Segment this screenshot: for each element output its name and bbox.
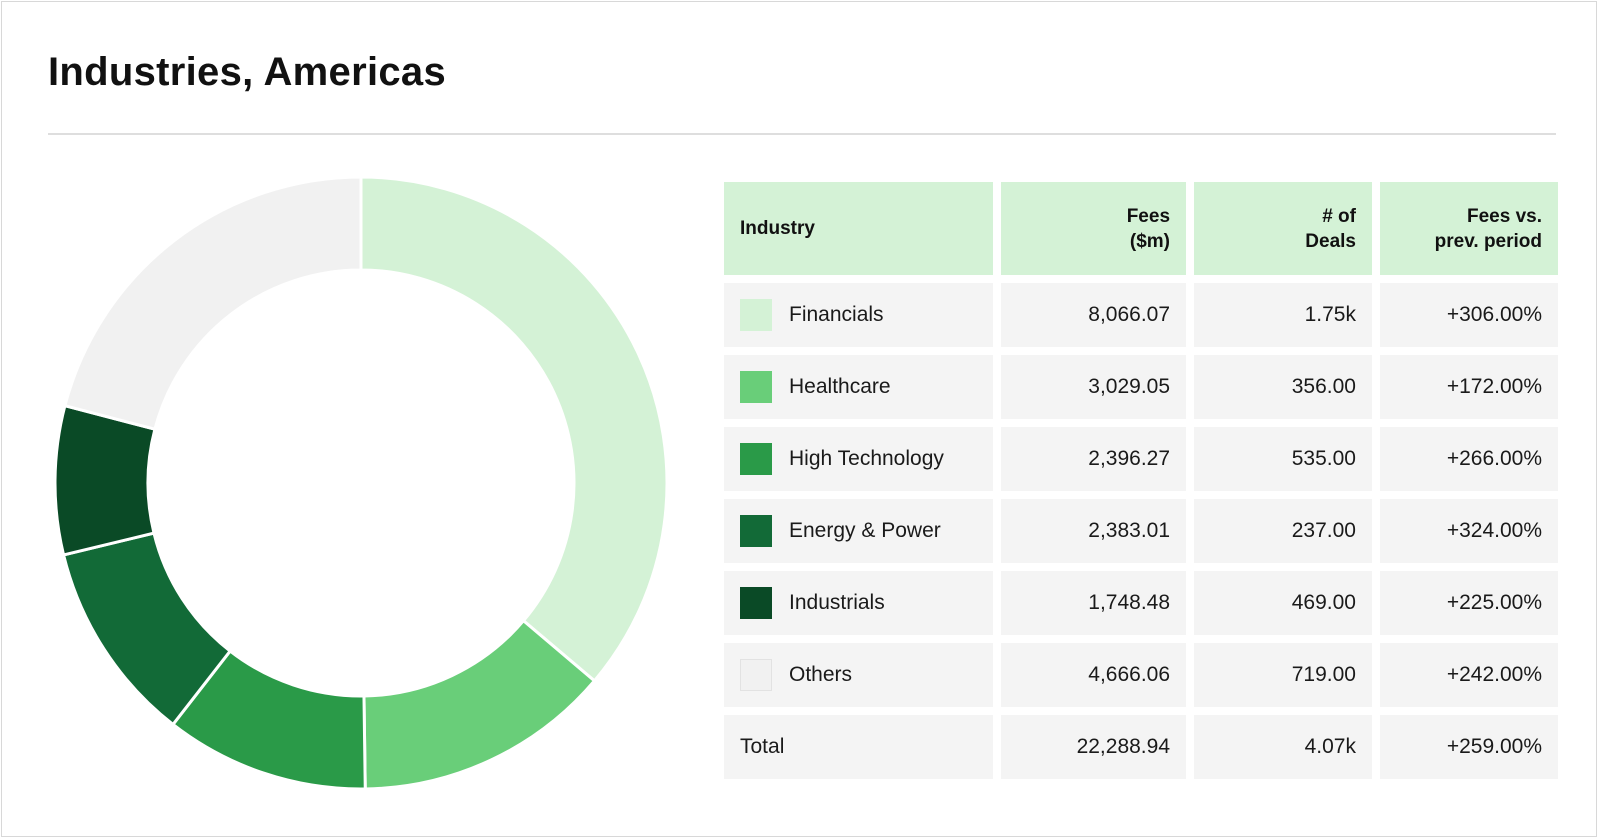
cell-deals: 719.00	[1194, 643, 1372, 707]
table-row-healthcare[interactable]: Healthcare 3,029.05 356.00 +172.00%	[724, 355, 1558, 419]
legend-swatch-financials	[740, 299, 772, 331]
cell-fees: 1,748.48	[1000, 571, 1187, 635]
cell-deals: 356.00	[1194, 355, 1372, 419]
industry-label: Healthcare	[789, 375, 891, 398]
cell-fees: 2,396.27	[1000, 427, 1187, 491]
cell-deals: 535.00	[1194, 427, 1372, 491]
table-row-industrials[interactable]: Industrials 1,748.48 469.00 +225.00%	[724, 571, 1558, 635]
cell-change: +324.00%	[1379, 499, 1558, 563]
cell-industry: High Technology	[724, 427, 993, 491]
legend-swatch-others	[740, 659, 772, 691]
table-row-energy-power[interactable]: Energy & Power 2,383.01 237.00 +324.00%	[724, 499, 1558, 563]
cell-deals: 469.00	[1194, 571, 1372, 635]
cell-deals: 237.00	[1194, 499, 1372, 563]
industry-table-container: Industry Fees ($m) # of Deals Fees vs. p…	[724, 182, 1558, 779]
cell-fees: 2,383.01	[1000, 499, 1187, 563]
donut-slice-industrials[interactable]	[53, 403, 157, 557]
legend-swatch-energy-power	[740, 515, 772, 547]
industry-label: Others	[789, 663, 853, 686]
header-change-line2: prev. period	[1434, 230, 1542, 252]
cell-industry: Industrials	[724, 571, 993, 635]
cell-total-label: Total	[724, 715, 993, 779]
table-row-financials[interactable]: Financials 8,066.07 1.75k +306.00%	[724, 283, 1558, 347]
cell-change: +266.00%	[1379, 427, 1558, 491]
header-deals-line1: # of	[1322, 205, 1356, 227]
industry-label: High Technology	[789, 447, 944, 470]
cell-change: +306.00%	[1379, 283, 1558, 347]
cell-industry: Financials	[724, 283, 993, 347]
header-fees-line1: Fees	[1126, 205, 1171, 227]
cell-fees: 3,029.05	[1000, 355, 1187, 419]
header-change[interactable]: Fees vs. prev. period	[1379, 182, 1558, 275]
cell-total-deals: 4.07k	[1194, 715, 1372, 779]
cell-industry: Others	[724, 643, 993, 707]
cell-change: +225.00%	[1379, 571, 1558, 635]
industry-label: Financials	[789, 303, 884, 326]
header-deals-line2: Deals	[1305, 230, 1356, 252]
donut-slice-others[interactable]	[63, 175, 363, 432]
table-row-others[interactable]: Others 4,666.06 719.00 +242.00%	[724, 643, 1558, 707]
page-title: Industries, Americas	[48, 50, 447, 94]
header-fees-line2: ($m)	[1129, 230, 1171, 252]
header-industry[interactable]: Industry	[724, 182, 993, 275]
cell-fees: 4,666.06	[1000, 643, 1187, 707]
cell-industry: Energy & Power	[724, 499, 993, 563]
donut-slice-financials[interactable]	[359, 175, 669, 683]
table-row-total: Total 22,288.94 4.07k +259.00%	[724, 715, 1558, 779]
cell-change: +172.00%	[1379, 355, 1558, 419]
legend-swatch-industrials	[740, 587, 772, 619]
cell-fees: 8,066.07	[1000, 283, 1187, 347]
industry-label: Industrials	[789, 591, 885, 614]
header-deals[interactable]: # of Deals	[1194, 182, 1372, 275]
legend-swatch-high-technology	[740, 443, 772, 475]
industry-label: Energy & Power	[789, 519, 941, 542]
donut-chart	[53, 175, 669, 791]
header-change-line1: Fees vs.	[1467, 205, 1542, 227]
table-row-high-technology[interactable]: High Technology 2,396.27 535.00 +266.00%	[724, 427, 1558, 491]
industry-fees-table: Industry Fees ($m) # of Deals Fees vs. p…	[716, 174, 1566, 787]
header-fees[interactable]: Fees ($m)	[1000, 182, 1187, 275]
cell-total-change: +259.00%	[1379, 715, 1558, 779]
cell-total-fees: 22,288.94	[1000, 715, 1187, 779]
cell-deals: 1.75k	[1194, 283, 1372, 347]
legend-swatch-healthcare	[740, 371, 772, 403]
table-header-row: Industry Fees ($m) # of Deals Fees vs. p…	[724, 182, 1558, 275]
title-divider	[48, 133, 1556, 135]
cell-change: +242.00%	[1379, 643, 1558, 707]
cell-industry: Healthcare	[724, 355, 993, 419]
